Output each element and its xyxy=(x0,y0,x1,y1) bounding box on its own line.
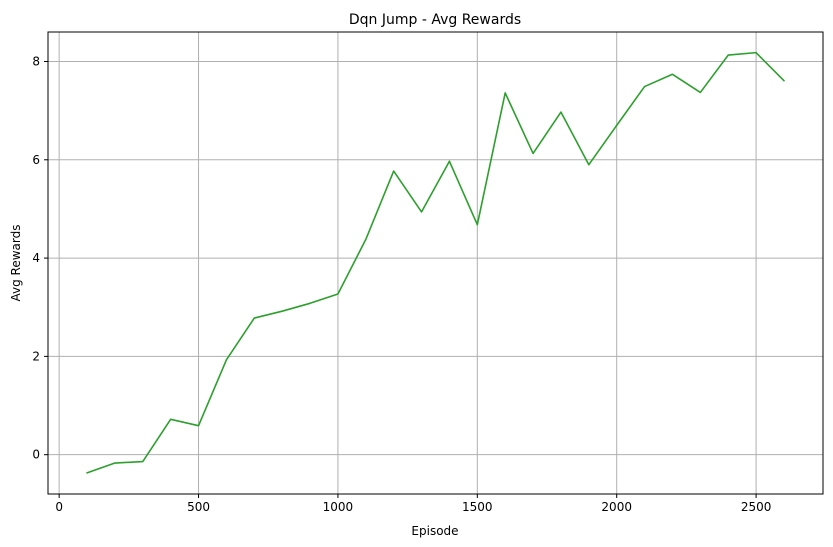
data-point xyxy=(170,418,172,420)
data-point xyxy=(309,302,311,304)
data-point xyxy=(532,152,534,154)
data-point xyxy=(393,170,395,172)
data-point xyxy=(253,317,255,319)
data-point xyxy=(727,54,729,56)
y-axis-ticks: 0 2 4 6 8 xyxy=(32,54,48,462)
x-tick-label: 1000 xyxy=(323,500,354,514)
data-point xyxy=(504,92,506,94)
y-axis-label: Avg Rewards xyxy=(9,225,23,302)
y-tick-label: 4 xyxy=(32,251,40,265)
chart-title: Dqn Jump - Avg Rewards xyxy=(349,12,521,28)
series-group xyxy=(86,51,785,474)
data-point xyxy=(783,80,785,82)
x-tick-label: 2500 xyxy=(741,500,772,514)
data-point xyxy=(616,124,618,126)
y-tick-label: 8 xyxy=(32,54,40,68)
x-tick-label: 500 xyxy=(187,500,210,514)
x-tick-label: 0 xyxy=(55,500,63,514)
x-axis-label: Episode xyxy=(411,524,458,538)
y-tick-label: 0 xyxy=(32,448,40,462)
plot-frame xyxy=(47,31,824,495)
x-axis-ticks: 0 500 1000 1500 2000 2500 xyxy=(55,494,771,514)
data-point xyxy=(86,472,88,474)
y-tick-label: 2 xyxy=(32,349,40,363)
x-tick-label: 2000 xyxy=(601,500,632,514)
data-point xyxy=(420,211,423,213)
data-point xyxy=(114,462,116,464)
x-tick-label: 1500 xyxy=(462,500,493,514)
data-point xyxy=(643,85,646,88)
data-point xyxy=(142,460,144,463)
data-point xyxy=(365,238,367,241)
data-point xyxy=(197,425,200,427)
series-line xyxy=(86,51,785,474)
data-point xyxy=(699,91,701,94)
grid-lines xyxy=(48,32,823,494)
data-point xyxy=(476,224,478,226)
data-point xyxy=(281,310,283,312)
data-point xyxy=(448,160,451,162)
data-point xyxy=(225,359,228,361)
y-tick-label: 6 xyxy=(32,153,40,167)
data-point xyxy=(755,52,757,54)
data-point xyxy=(588,164,590,166)
data-point xyxy=(560,111,562,113)
data-point xyxy=(671,73,674,75)
data-point xyxy=(337,293,339,295)
